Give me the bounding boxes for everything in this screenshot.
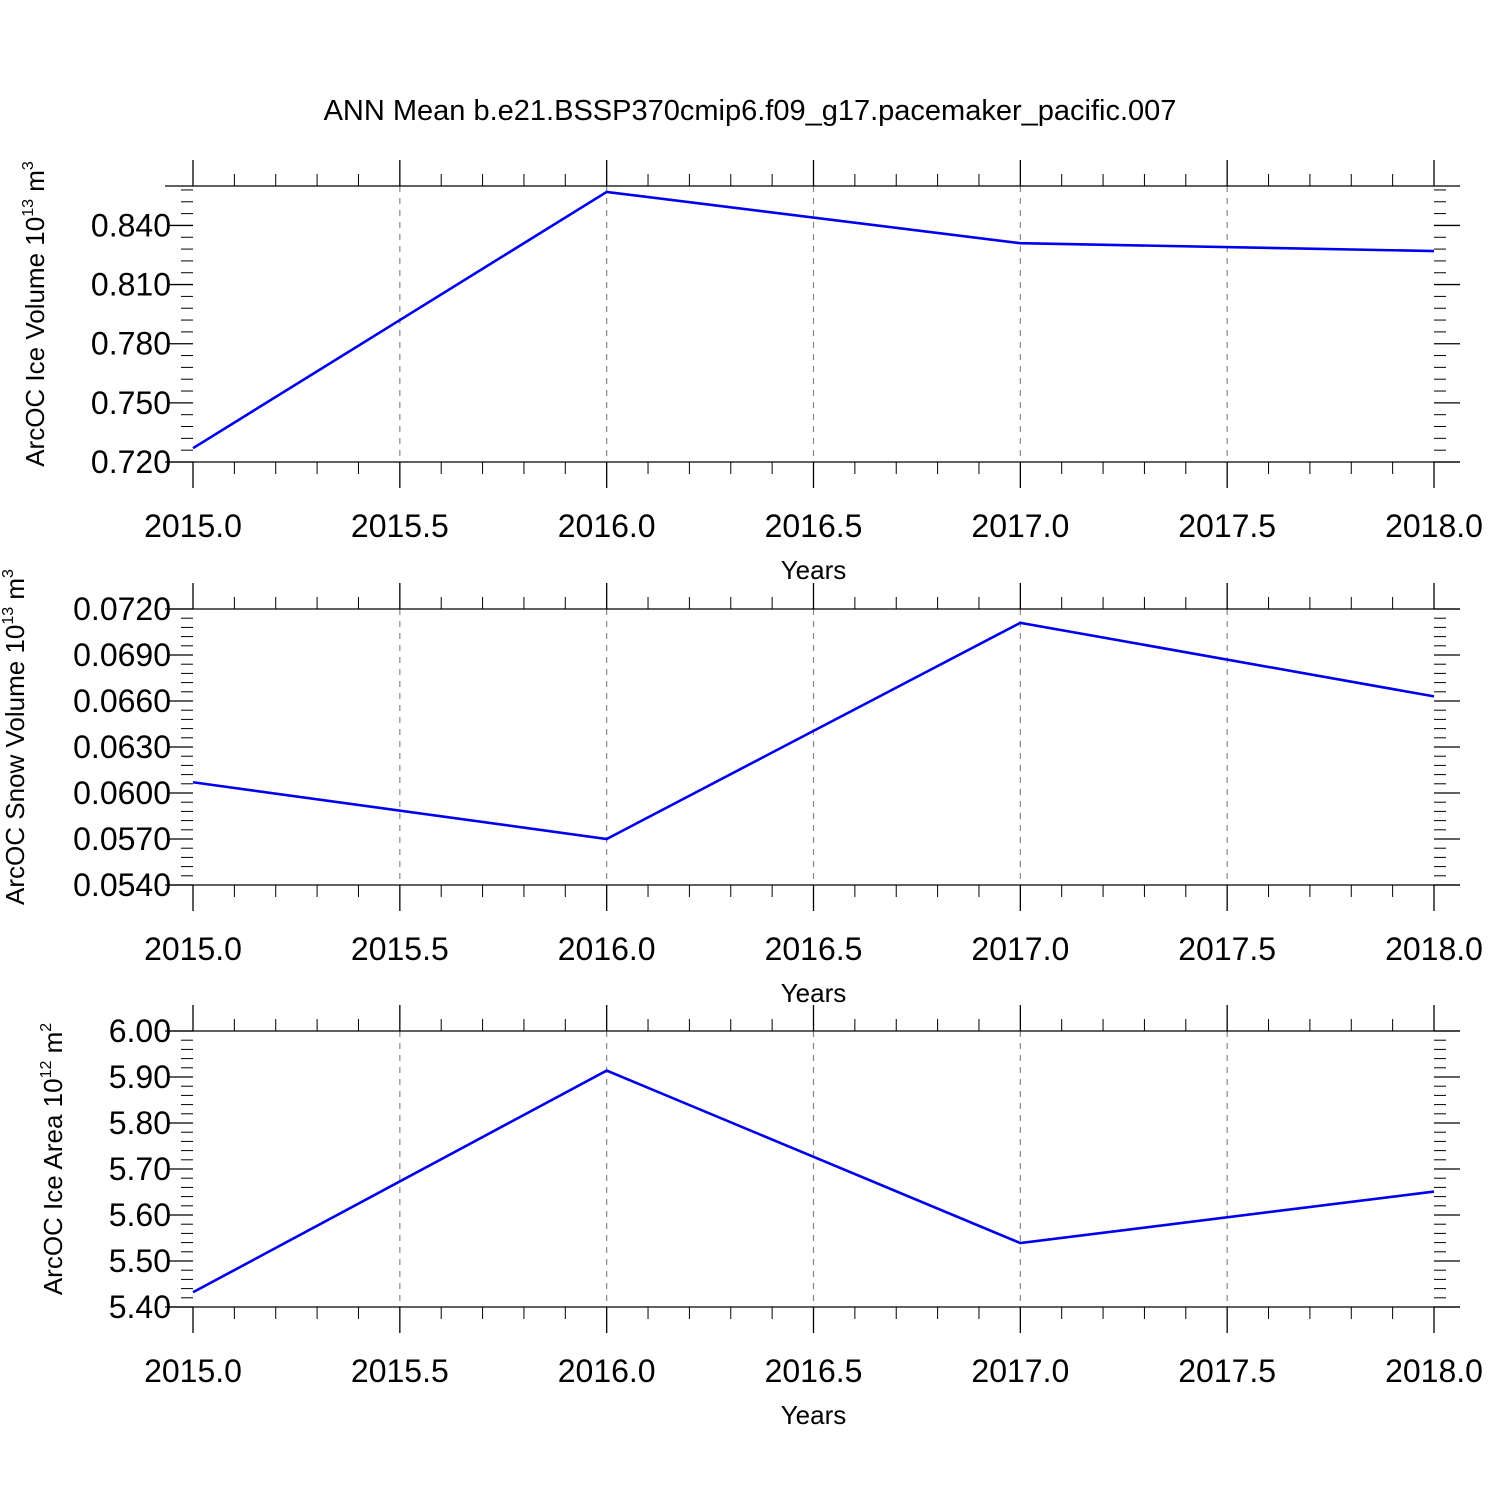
- y-tick-label: 0.0660: [73, 683, 171, 719]
- y-tick-label: 5.50: [109, 1243, 171, 1279]
- y-tick-label: 0.0720: [73, 591, 171, 627]
- chart-panel-2: 0.0540 0.0570 0.0600 0.0630 0.0660 0.0690 0.07…: [0, 569, 1483, 1008]
- y-axis-label-unit: m: [38, 1032, 68, 1061]
- x-tick-label: 2018.0: [1385, 931, 1483, 967]
- x-tick-label: 2015.5: [351, 508, 449, 544]
- y-tick-label: 0.720: [91, 444, 171, 480]
- y-axis-label: ArcOC Snow Volume 1013 m3: [0, 569, 30, 905]
- chart-panel-3: 5.40 5.50 5.60 5.70 5.80 5.90 6.00 2015.0 2015.5…: [38, 1005, 1483, 1430]
- y-axis-label-exponent: 12: [38, 1061, 55, 1079]
- y-tick-label: 0.0540: [73, 867, 171, 903]
- figure-title: ANN Mean b.e21.BSSP370cmip6.f09_g17.pace…: [324, 95, 1177, 127]
- x-tick-label: 2018.0: [1385, 1353, 1483, 1389]
- series-line: [192, 621, 1435, 841]
- x-tick-label: 2015.0: [144, 1353, 242, 1389]
- y-tick-label: 0.840: [91, 207, 171, 243]
- x-tick-label: 2017.0: [971, 508, 1069, 544]
- y-tick-label: 6.00: [109, 1013, 171, 1049]
- y-tick-label: 0.750: [91, 385, 171, 421]
- y-tick-label: 0.0600: [73, 775, 171, 811]
- y-tick-label: 5.70: [109, 1151, 171, 1187]
- y-tick-label: 5.90: [109, 1059, 171, 1095]
- chart-panel-1: 0.720 0.750 0.780 0.810 0.840 2015.0 2015.5 201…: [20, 160, 1483, 585]
- series-line: [192, 190, 1435, 450]
- y-axis-label-exponent: 13: [0, 607, 17, 625]
- y-axis-label-text: ArcOC Snow Volume 10: [0, 625, 30, 905]
- x-axis-label: Years: [781, 1400, 847, 1430]
- y-tick-label: 0.810: [91, 267, 171, 303]
- y-axis-label-text: ArcOC Ice Volume 10: [20, 217, 50, 467]
- x-tick-label: 2017.5: [1178, 1353, 1276, 1389]
- x-tick-label: 2016.0: [558, 931, 656, 967]
- y-tick-label: 5.80: [109, 1105, 171, 1141]
- y-tick-label: 0.780: [91, 326, 171, 362]
- y-axis-label-unit-exponent: 3: [0, 569, 17, 578]
- x-tick-label: 2017.5: [1178, 508, 1276, 544]
- y-tick-label: 0.0690: [73, 637, 171, 673]
- x-tick-label: 2015.0: [144, 508, 242, 544]
- x-tick-label: 2016.5: [765, 1353, 863, 1389]
- y-axis-label-unit: m: [20, 170, 50, 199]
- y-tick-label: 5.60: [109, 1197, 171, 1233]
- y-tick-label: 0.0570: [73, 821, 171, 857]
- y-axis-label: ArcOC Ice Area 1012 m2: [38, 1023, 68, 1295]
- x-tick-label: 2015.0: [144, 931, 242, 967]
- x-axis-label: Years: [781, 978, 847, 1008]
- y-axis-label-exponent: 13: [20, 199, 37, 217]
- y-axis-label-unit-exponent: 3: [20, 161, 37, 170]
- y-tick-label: 0.0630: [73, 729, 171, 765]
- series-line: [192, 1069, 1435, 1294]
- x-tick-label: 2017.0: [971, 931, 1069, 967]
- x-tick-label: 2016.0: [558, 508, 656, 544]
- x-tick-label: 2015.5: [351, 931, 449, 967]
- x-tick-label: 2016.0: [558, 1353, 656, 1389]
- x-tick-label: 2018.0: [1385, 508, 1483, 544]
- y-axis-label-unit: m: [0, 578, 30, 607]
- x-tick-label: 2016.5: [765, 931, 863, 967]
- y-axis-label-unit-exponent: 2: [38, 1023, 55, 1032]
- x-tick-label: 2017.0: [971, 1353, 1069, 1389]
- y-tick-label: 5.40: [109, 1289, 171, 1325]
- y-axis-label: ArcOC Ice Volume 1013 m3: [20, 161, 50, 467]
- x-tick-label: 2017.5: [1178, 931, 1276, 967]
- y-axis-label-text: ArcOC Ice Area 10: [38, 1078, 68, 1295]
- x-axis-label: Years: [781, 555, 847, 585]
- x-tick-label: 2015.5: [351, 1353, 449, 1389]
- x-tick-label: 2016.5: [765, 508, 863, 544]
